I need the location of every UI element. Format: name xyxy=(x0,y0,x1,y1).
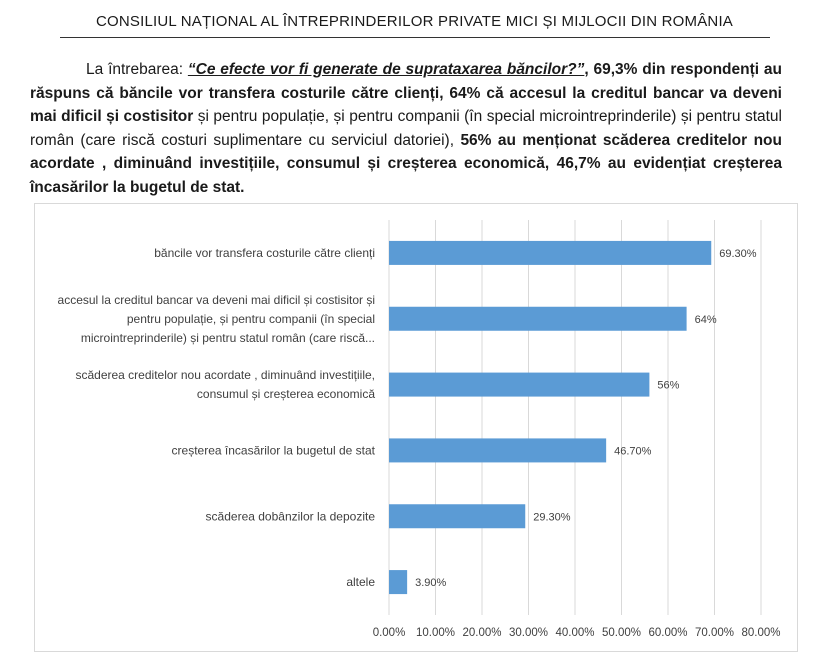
category-label: scăderea creditelor nou acordate , dimin… xyxy=(75,368,375,401)
x-tick-label: 50.00% xyxy=(602,627,641,639)
bar xyxy=(389,570,408,595)
category-label-line: scăderea creditelor nou acordate , dimin… xyxy=(75,368,375,382)
category-label: accesul la creditul bancar va deveni mai… xyxy=(58,293,375,345)
bar xyxy=(389,306,687,331)
paragraph-results-bold-2: 56% au menționat scăderea creditelor nou… xyxy=(30,131,782,196)
x-tick-label: 0.00% xyxy=(373,627,406,639)
x-tick-label: 20.00% xyxy=(462,627,501,639)
paragraph-lead: La întrebarea: xyxy=(86,61,188,78)
category-label-line: băncile vor transfera costurile către cl… xyxy=(154,246,375,260)
chart-frame xyxy=(34,203,798,652)
category-label-line: consumul și creșterea economică xyxy=(197,387,375,401)
category-label-line: creșterea încasărilor la bugetul de stat xyxy=(172,443,376,457)
intro-paragraph: La întrebarea: “Ce efecte vor fi generat… xyxy=(30,58,782,199)
category-label-line: pentru populație, și pentru companii (în… xyxy=(127,312,375,326)
x-tick-label: 30.00% xyxy=(509,627,548,639)
bar xyxy=(389,504,526,529)
category-label-line: accesul la creditul bancar va deveni mai… xyxy=(58,293,375,307)
data-label: 69.30% xyxy=(719,248,757,260)
category-label: scăderea dobânzilor la depozite xyxy=(206,509,376,523)
category-label-line: altele xyxy=(346,575,375,589)
paragraph-results-plain: și pentru populație, și pentru companii … xyxy=(30,108,782,149)
category-label-line: microintreprinderile) și pentru statul r… xyxy=(81,331,375,345)
x-tick-label: 10.00% xyxy=(416,627,455,639)
x-tick-label: 70.00% xyxy=(695,627,734,639)
data-label: 64% xyxy=(695,314,717,326)
category-label: băncile vor transfera costurile către cl… xyxy=(154,246,375,260)
bar xyxy=(389,438,607,463)
data-label: 3.90% xyxy=(415,577,446,589)
header-divider xyxy=(60,37,770,38)
data-label: 56% xyxy=(657,380,679,392)
page-header-title: CONSILIUL NAȚIONAL AL ÎNTREPRINDERILOR P… xyxy=(95,13,734,30)
paragraph-results-bold-1: 69,3% din respondenți au răspuns că bănc… xyxy=(30,61,782,125)
x-tick-label: 40.00% xyxy=(555,627,594,639)
data-label: 46.70% xyxy=(614,445,652,457)
category-label-line: scăderea dobânzilor la depozite xyxy=(206,509,376,523)
x-tick-label: 60.00% xyxy=(648,627,687,639)
category-label: altele xyxy=(346,575,375,589)
survey-question: “Ce efecte vor fi generate de suprataxar… xyxy=(187,61,585,78)
data-label: 29.30% xyxy=(533,511,571,523)
bar xyxy=(389,372,650,397)
category-label: creșterea încasărilor la bugetul de stat xyxy=(172,443,376,457)
paragraph-comma: , xyxy=(584,61,589,78)
x-tick-label: 80.00% xyxy=(741,627,780,639)
bar xyxy=(389,240,712,265)
